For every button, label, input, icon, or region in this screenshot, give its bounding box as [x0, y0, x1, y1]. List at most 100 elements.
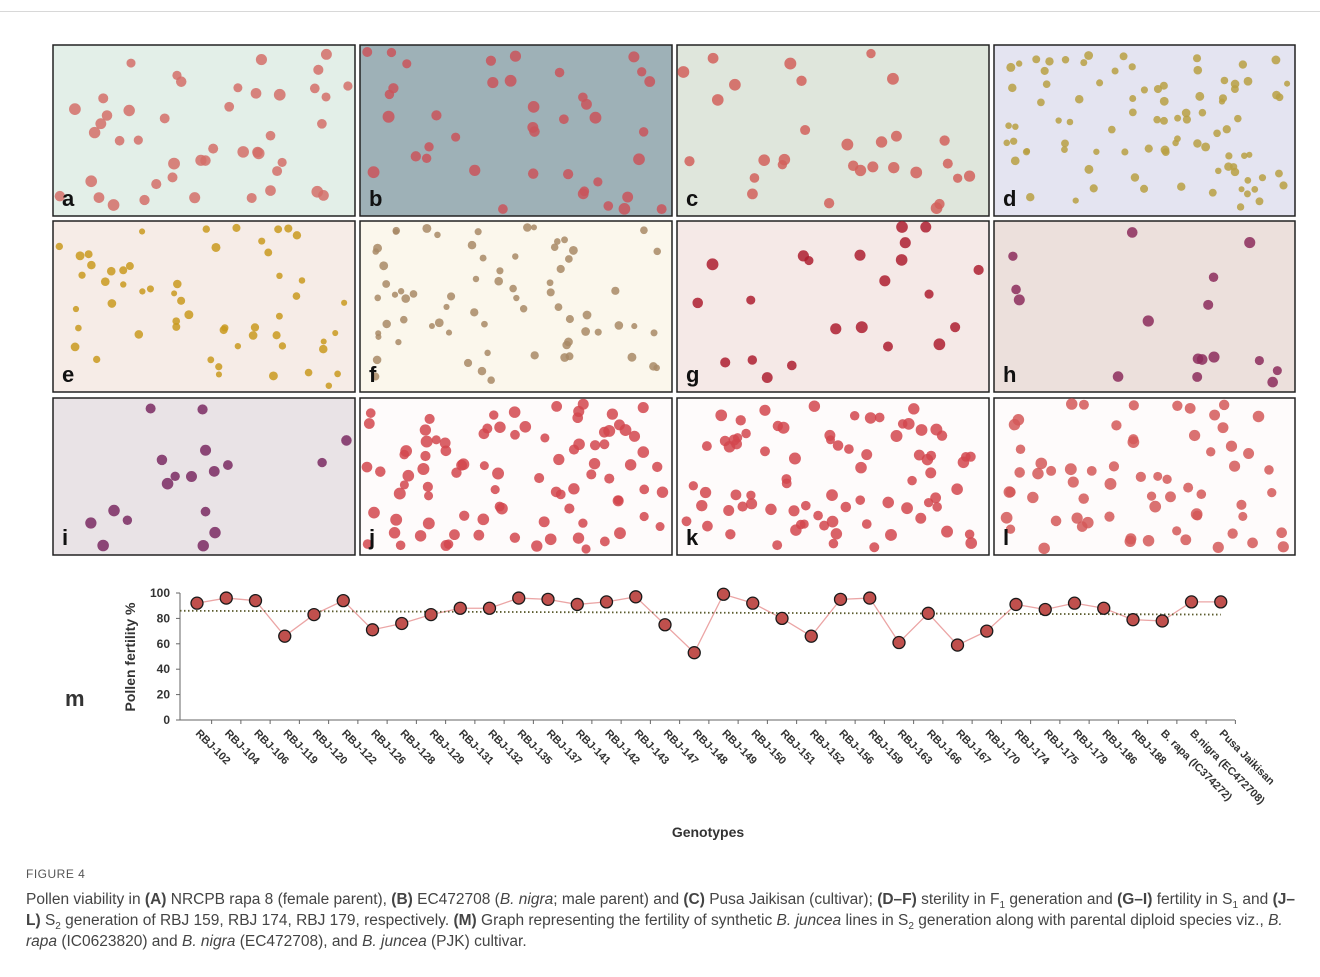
pollen-grain [1011, 156, 1020, 165]
pollen-grain [652, 462, 662, 472]
pollen-grain [341, 300, 347, 306]
pollen-grain [1011, 285, 1021, 295]
pollen-grain [1196, 489, 1206, 499]
pollen-grain [1037, 99, 1045, 107]
pollen-grain [341, 435, 352, 446]
pollen-grain [708, 53, 719, 64]
pollen-grain [789, 453, 801, 465]
pollen-grain [1264, 465, 1274, 475]
pollen-grain [276, 273, 282, 279]
pollen-grain [201, 507, 211, 517]
micrograph-image [53, 398, 355, 555]
data-point [571, 598, 583, 610]
pollen-grain [364, 418, 375, 429]
pollen-grain [627, 353, 636, 362]
pollen-grain [1008, 84, 1016, 92]
pollen-grain [265, 185, 276, 196]
t: (IC0623820) and [57, 933, 182, 950]
pollen-grain [417, 463, 429, 475]
pollen-grain [896, 254, 908, 266]
pollen-grain [424, 491, 433, 500]
pollen-grain [394, 488, 406, 500]
pollen-grain [800, 519, 809, 528]
pollen-grain [135, 330, 144, 339]
pollen-grain [725, 529, 735, 539]
pollen-grain [1055, 117, 1061, 123]
pollen-grain [98, 93, 108, 103]
pollen-grain [1128, 436, 1140, 448]
pollen-grain [578, 188, 589, 199]
pollen-grain [866, 49, 875, 58]
pollen-grain [184, 310, 193, 319]
pollen-grain [446, 330, 452, 336]
pollen-grain [855, 495, 865, 505]
pollen-grain [93, 356, 100, 363]
pollen-grain [782, 478, 792, 488]
pollen-grain [788, 505, 799, 516]
pollen-grain [1073, 197, 1079, 203]
pollen-grain [531, 351, 539, 359]
pollen-grain [139, 228, 145, 234]
pollen-grain [1267, 377, 1278, 388]
pollen-grain [640, 512, 649, 521]
pollen-grain [1197, 354, 1208, 365]
data-line [197, 594, 1221, 652]
pollen-grain [531, 224, 537, 230]
pollen-grain [207, 356, 214, 363]
pollen-grain [565, 255, 573, 263]
pollen-grain [424, 142, 433, 151]
pollen-grain [76, 251, 85, 260]
pollen-grain [477, 514, 489, 526]
pollen-grain [258, 238, 265, 245]
pollen-grain [723, 505, 734, 516]
pollen-grain [441, 540, 452, 551]
pollen-grain [696, 500, 707, 511]
pollen-grain [382, 280, 390, 288]
pollen-grain [1253, 411, 1265, 423]
pollen-grain [1046, 466, 1056, 476]
pollen-grain [951, 483, 963, 495]
pollen-grain [160, 113, 170, 123]
t: (PJK) cultivar. [427, 933, 527, 950]
pollen-grain [651, 329, 658, 336]
pollen-grain [887, 73, 899, 85]
pollen-grain [1193, 139, 1201, 147]
pollen-grain [1267, 488, 1276, 497]
pollen-grain [1243, 448, 1254, 459]
pollen-grain [867, 161, 878, 172]
pollen-grain [435, 318, 444, 327]
pollen-grain [1153, 116, 1161, 124]
data-point [308, 609, 320, 621]
pollen-grain [484, 350, 490, 356]
pollen-grain [813, 511, 823, 521]
pollen-grain [528, 168, 538, 178]
pollen-grain [157, 455, 167, 465]
pollen-grain [826, 489, 838, 501]
pollen-grain [1201, 142, 1210, 151]
pollen-grain [915, 513, 926, 524]
pollen-grain [1208, 351, 1219, 362]
pollen-grain [1067, 119, 1074, 126]
pollen-grain [729, 79, 741, 91]
pollen-grain [540, 433, 549, 442]
pollen-grain [1141, 86, 1148, 93]
pollen-grain [373, 244, 382, 253]
pollen-grain [120, 281, 126, 287]
pollen-grain [171, 290, 177, 296]
t: S [41, 912, 56, 929]
pollen-grain [1160, 97, 1169, 106]
pollen-grain [256, 54, 267, 65]
t: Pollen viability in [26, 891, 145, 908]
pollen-grain [1105, 478, 1117, 490]
y-tick-label: 20 [157, 688, 171, 702]
pollen-grain [638, 402, 649, 413]
pollen-grain [865, 412, 876, 423]
pollen-grain [869, 542, 879, 552]
pollen-grain [1001, 512, 1013, 524]
pollen-grain [487, 376, 495, 384]
pollen-grain [657, 486, 668, 497]
trendline [180, 611, 1221, 615]
pollen-grain [468, 241, 477, 250]
pollen-grain [1213, 129, 1221, 137]
pollen-grain [1172, 401, 1182, 411]
